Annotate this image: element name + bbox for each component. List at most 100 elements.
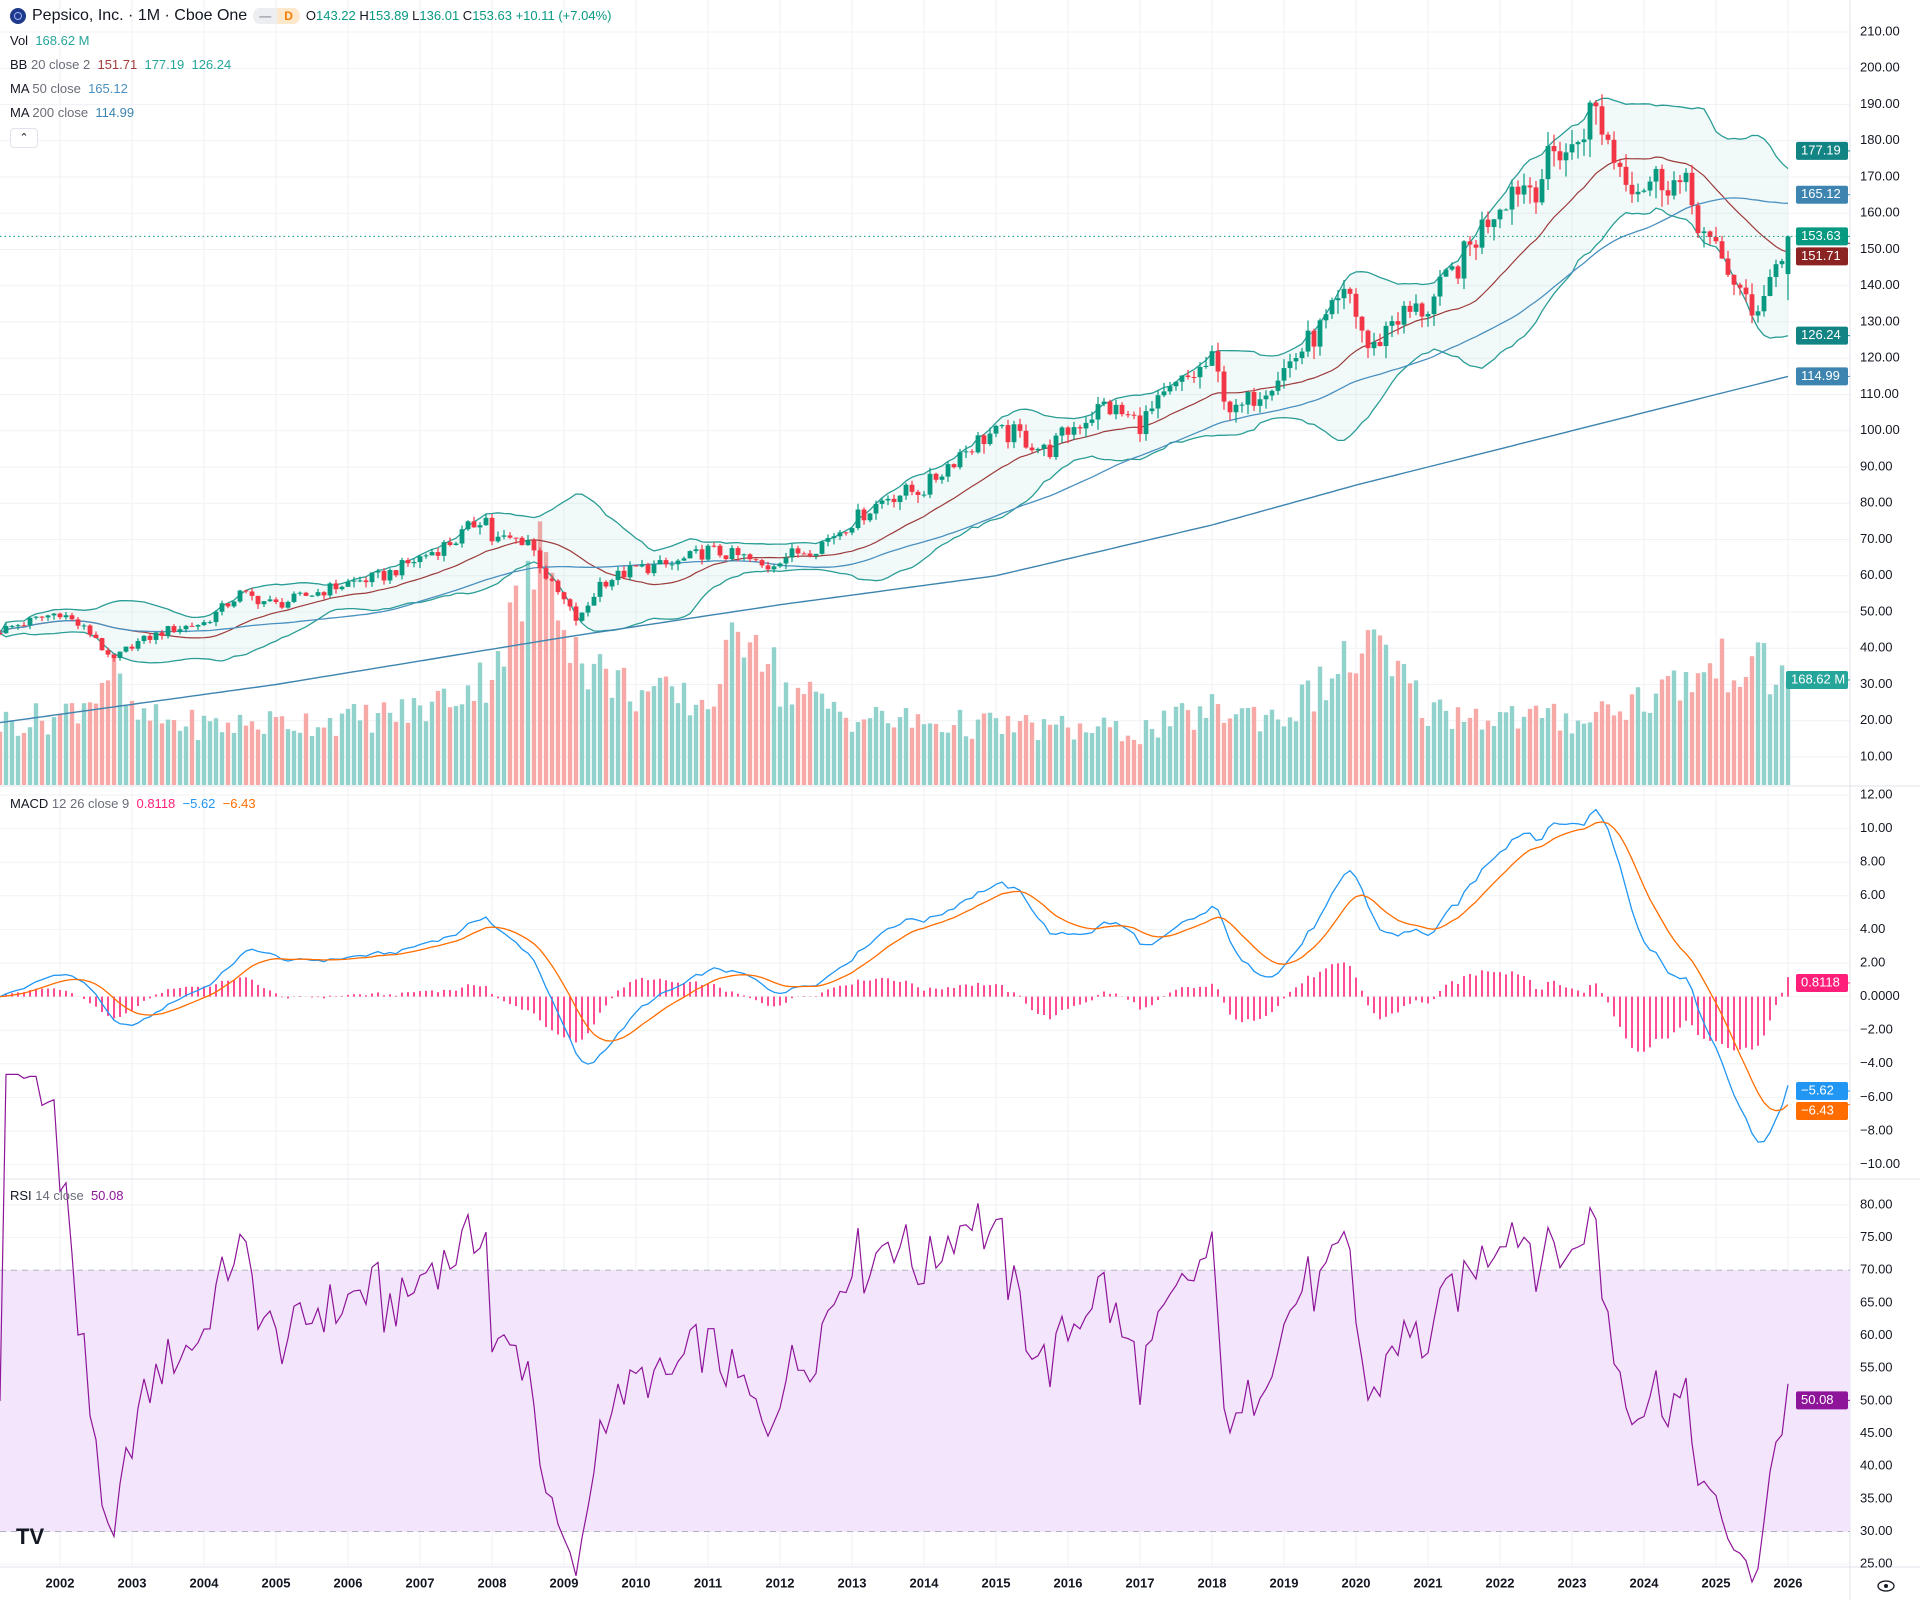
- bb-basis-line: [0, 156, 1789, 639]
- rsi-legend[interactable]: RSI 14 close 50.08: [10, 1188, 124, 1204]
- macd-legend[interactable]: MACD 12 26 close 9 0.8118 −5.62 −6.43: [10, 796, 256, 812]
- candle-body: [1059, 427, 1065, 436]
- candle-body: [603, 581, 609, 587]
- volume-bar: [561, 630, 567, 785]
- volume-bar: [45, 734, 51, 785]
- candle-body: [387, 570, 393, 581]
- volume-bar: [705, 709, 711, 785]
- volume-bar: [1107, 727, 1113, 785]
- candle-body: [291, 593, 297, 602]
- volume-bar: [1209, 694, 1215, 785]
- volume-bar: [225, 722, 231, 785]
- volume-bar: [957, 709, 963, 785]
- volume-bar: [249, 721, 255, 785]
- price-axis-label: 120.00: [1860, 350, 1900, 365]
- candle-body: [1413, 303, 1419, 312]
- volume-bar: [153, 704, 159, 785]
- candle-body: [789, 548, 795, 558]
- volume-bar: [1749, 656, 1755, 785]
- volume-bar: [1281, 726, 1287, 785]
- ma200-badge-text: 114.99: [1801, 368, 1840, 383]
- volume-bar: [1587, 722, 1593, 785]
- candle-body: [483, 517, 489, 526]
- volume-bar: [1695, 673, 1701, 785]
- candle-body: [465, 521, 471, 530]
- volume-bar: [471, 700, 477, 785]
- candle-body: [369, 572, 375, 583]
- macd-axis-label: 12.00: [1860, 786, 1893, 801]
- candle-body: [669, 564, 675, 566]
- volume-bar: [1023, 715, 1029, 785]
- volume-bar: [867, 718, 873, 785]
- ma50-value: 165.12: [88, 81, 128, 96]
- volume-bar: [873, 706, 879, 785]
- tradingview-logo[interactable]: TV: [16, 1524, 45, 1549]
- volume-bar: [735, 631, 741, 785]
- candle-body: [1383, 325, 1389, 347]
- candle-body: [339, 586, 345, 590]
- volume-bar: [723, 639, 729, 785]
- candle-body: [1641, 190, 1647, 192]
- volume-bar: [369, 732, 375, 785]
- volume-bar: [1221, 722, 1227, 785]
- volume-badge: [1786, 670, 1848, 689]
- ma50-legend[interactable]: MA 50 close 165.12: [10, 81, 128, 97]
- candle-body: [105, 650, 111, 655]
- volume-bar: [327, 717, 333, 785]
- volume-bar: [615, 670, 621, 785]
- volume-bar: [1161, 710, 1167, 785]
- rsi-axis-label: 50.00: [1860, 1392, 1893, 1407]
- candle-body: [117, 651, 123, 659]
- volume-bar: [1683, 672, 1689, 785]
- candle-body: [573, 606, 579, 621]
- volume-bar: [885, 723, 891, 785]
- ma200-legend[interactable]: MA 200 close 114.99: [10, 105, 134, 121]
- candle-body: [1611, 139, 1617, 163]
- volume-bar: [999, 733, 1005, 785]
- volume-bar: [27, 727, 33, 785]
- symbol-title[interactable]: Pepsico, Inc. · 1M · Cboe One: [32, 7, 248, 24]
- volume-bar: [0, 731, 3, 785]
- candle-body: [807, 553, 813, 556]
- candle-body: [459, 529, 465, 544]
- volume-legend[interactable]: Vol 168.62 M: [10, 33, 90, 49]
- candle-body: [1005, 425, 1011, 443]
- volume-bar: [1179, 703, 1185, 785]
- price-axis-label: 100.00: [1860, 422, 1900, 437]
- volume-bar: [1251, 706, 1257, 785]
- candle-body: [1593, 102, 1599, 107]
- candle-body: [411, 562, 417, 564]
- candle-body: [975, 435, 981, 453]
- volume-bar: [1707, 663, 1713, 785]
- price-axis-label: 90.00: [1860, 458, 1893, 473]
- visibility-settings-icon[interactable]: [1877, 1580, 1895, 1592]
- volume-bar: [1311, 711, 1317, 785]
- volume-bar: [1383, 644, 1389, 785]
- candle-body: [237, 590, 243, 602]
- bb-legend[interactable]: BB 20 close 2 151.71 177.19 126.24: [10, 57, 231, 73]
- volume-bar: [1737, 686, 1743, 785]
- volume-bar: [507, 602, 513, 785]
- candle-body: [549, 578, 555, 581]
- symbol-legend[interactable]: Pepsico, Inc. · 1M · Cboe One — D O143.22…: [10, 7, 611, 25]
- candle-body: [663, 560, 669, 565]
- candle-body: [1779, 261, 1785, 265]
- volume-bar: [1773, 684, 1779, 785]
- market-status-pill[interactable]: — D: [253, 7, 300, 25]
- candle-body: [321, 592, 327, 596]
- vol-name: Vol: [10, 33, 29, 48]
- volume-bar: [1755, 642, 1761, 785]
- macd-badge-text: −5.62: [1801, 1082, 1834, 1097]
- volume-bar: [1065, 727, 1071, 785]
- rsi-line: [0, 1073, 1789, 1584]
- collapse-legend-button[interactable]: ⌃: [10, 128, 38, 148]
- volume-bar: [411, 698, 417, 785]
- candle-body: [675, 560, 681, 565]
- candle-body: [0, 633, 3, 635]
- candle-body: [1119, 404, 1125, 415]
- candle-body: [327, 583, 333, 596]
- candle-body: [795, 548, 801, 554]
- candle-body: [531, 540, 537, 551]
- volume-bar: [1089, 733, 1095, 785]
